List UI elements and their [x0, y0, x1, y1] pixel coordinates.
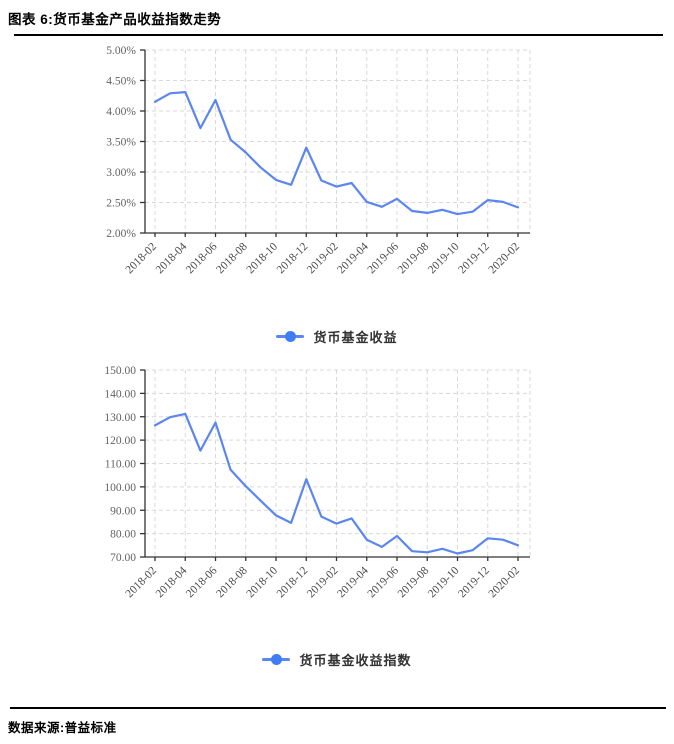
svg-text:90.00: 90.00: [110, 505, 136, 517]
legend-line-dot-icon: [276, 331, 305, 342]
legend-line-dot-icon: [262, 654, 291, 665]
y-axis-labels: 2.00% 2.50% 3.00% 3.50% 4.00% 4.50% 5.00%: [106, 45, 136, 240]
svg-text:2018-10: 2018-10: [245, 240, 281, 276]
gridlines: [145, 369, 531, 557]
y-axis-labels: 70.00 80.00 90.00 100.00 110.00 120.00 130.00 1…: [104, 365, 136, 564]
svg-text:2018-04: 2018-04: [154, 240, 190, 276]
svg-text:2018-04: 2018-04: [154, 564, 190, 600]
svg-text:150.00: 150.00: [104, 365, 136, 377]
svg-text:2019-08: 2019-08: [396, 564, 432, 600]
svg-text:4.00%: 4.00%: [106, 106, 136, 118]
svg-text:2018-12: 2018-12: [275, 564, 311, 600]
svg-text:2019-04: 2019-04: [335, 240, 371, 276]
money-fund-yield-chart: 2.00% 2.50% 3.00% 3.50% 4.00% 4.50% 5.00% 2018-…: [106, 45, 531, 276]
yield-chart-legend: 货币基金收益: [0, 327, 674, 346]
source-divider: [10, 707, 666, 709]
legend-label-yield: 货币基金收益: [313, 330, 398, 345]
svg-text:2018-08: 2018-08: [214, 564, 250, 600]
svg-text:2018-10: 2018-10: [245, 564, 281, 600]
gridlines: [145, 49, 531, 233]
svg-text:2019-02: 2019-02: [305, 564, 341, 600]
svg-text:2.50%: 2.50%: [106, 198, 136, 210]
svg-text:2019-02: 2019-02: [305, 240, 341, 276]
figure-title: 图表 6:货币基金产品收益指数走势: [8, 12, 222, 27]
data-source: 数据来源:普益标准: [8, 721, 117, 735]
svg-text:5.00%: 5.00%: [106, 45, 136, 57]
svg-text:4.50%: 4.50%: [106, 76, 136, 88]
svg-text:2018-08: 2018-08: [214, 240, 250, 276]
series-line: [153, 90, 520, 216]
svg-text:2018-06: 2018-06: [184, 240, 220, 276]
svg-text:120.00: 120.00: [104, 435, 136, 447]
title-divider: [14, 34, 663, 36]
svg-text:2019-10: 2019-10: [426, 240, 462, 276]
svg-text:2018-12: 2018-12: [275, 240, 311, 276]
svg-text:2019-12: 2019-12: [456, 564, 492, 600]
index-chart-legend: 货币基金收益指数: [0, 650, 674, 669]
svg-text:100.00: 100.00: [104, 482, 136, 494]
series-line: [153, 412, 520, 555]
svg-text:140.00: 140.00: [104, 388, 136, 400]
axes: [140, 49, 530, 237]
svg-text:80.00: 80.00: [110, 529, 136, 541]
svg-text:130.00: 130.00: [104, 412, 136, 424]
svg-text:3.50%: 3.50%: [106, 137, 136, 149]
svg-text:2018-02: 2018-02: [124, 564, 160, 600]
svg-text:2020-02: 2020-02: [487, 240, 523, 276]
svg-text:2018-02: 2018-02: [124, 240, 160, 276]
svg-text:2019-12: 2019-12: [456, 240, 492, 276]
svg-text:110.00: 110.00: [105, 459, 136, 471]
x-axis-labels: 2018-022018-042018-062018-082018-102018-…: [124, 564, 523, 600]
svg-text:2019-06: 2019-06: [366, 240, 402, 276]
svg-text:2019-08: 2019-08: [396, 240, 432, 276]
axes: [140, 369, 530, 561]
svg-text:70.00: 70.00: [110, 552, 136, 564]
svg-text:2020-02: 2020-02: [487, 564, 523, 600]
money-fund-index-chart: 70.00 80.00 90.00 100.00 110.00 120.00 130.00 1…: [104, 365, 531, 600]
svg-text:2019-04: 2019-04: [335, 564, 371, 600]
svg-text:2.00%: 2.00%: [106, 228, 136, 240]
legend-label-index: 货币基金收益指数: [299, 653, 412, 668]
svg-text:2018-06: 2018-06: [184, 564, 220, 600]
svg-text:2019-06: 2019-06: [366, 564, 402, 600]
svg-text:2019-10: 2019-10: [426, 564, 462, 600]
x-axis-labels: 2018-022018-042018-062018-082018-102018-…: [124, 240, 523, 276]
svg-text:3.00%: 3.00%: [106, 167, 136, 179]
